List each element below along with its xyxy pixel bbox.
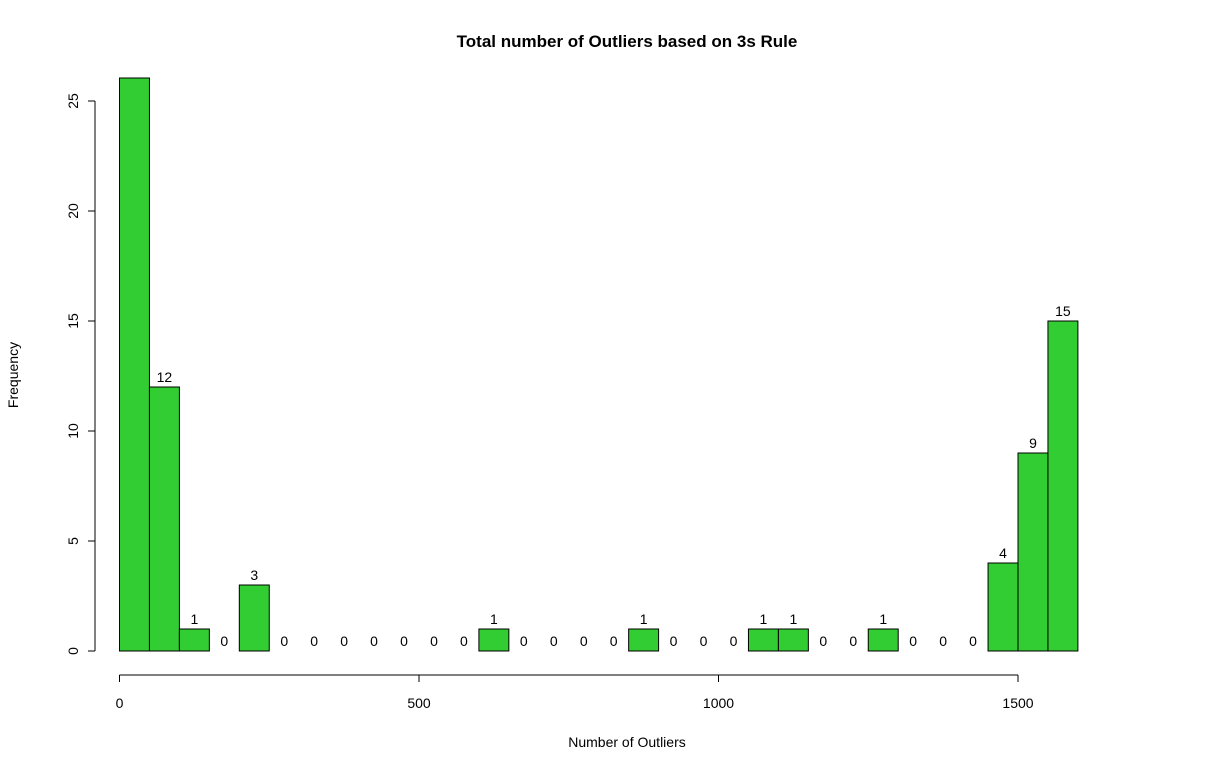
x-tick-label-0: 0 [116, 695, 124, 711]
bar-31 [1047, 320, 1079, 652]
bar-label-16: 0 [610, 633, 618, 649]
x-tick-label-1: 500 [407, 695, 431, 711]
bar-label-13: 0 [520, 633, 528, 649]
bar-29 [987, 562, 1019, 652]
bar-label-17: 1 [640, 611, 648, 627]
y-tick-label-5: 25 [65, 93, 81, 109]
bar-label-31: 15 [1055, 303, 1071, 319]
x-tick-label-3: 1500 [1002, 695, 1033, 711]
bar-label-27: 0 [939, 633, 947, 649]
y-tick-label-4: 20 [65, 203, 81, 219]
x-axis: 0 500 1000 1500 [116, 674, 1034, 711]
bar-label-20: 0 [730, 633, 738, 649]
bar-label-2: 1 [190, 611, 198, 627]
bar-label-4: 3 [250, 567, 258, 583]
bar-2 [178, 628, 210, 652]
bar-label-3: 0 [220, 633, 228, 649]
bar-12 [478, 628, 510, 652]
bar-label-7: 0 [340, 633, 348, 649]
bar-label-29: 4 [999, 545, 1007, 561]
bar-label-25: 1 [879, 611, 887, 627]
bar-label-22: 1 [789, 611, 797, 627]
bars-group [119, 77, 1079, 652]
bar-label-30: 9 [1029, 435, 1037, 451]
bar-25 [867, 628, 899, 652]
bar-30 [1017, 452, 1049, 652]
bar-label-11: 0 [460, 633, 468, 649]
y-tick-label-1: 5 [65, 537, 81, 545]
bar-4 [238, 584, 270, 652]
x-tick-label-2: 1000 [703, 695, 734, 711]
x-axis-label: Number of Outliers [568, 734, 685, 750]
bar-labels-group: 12 1 0 3 0 0 0 0 0 0 0 1 0 0 0 0 1 0 0 0 1 1 0 0 1 0 0 0 4 9 15 [157, 303, 1071, 649]
y-tick-label-0: 0 [65, 647, 81, 655]
bar-label-26: 0 [909, 633, 917, 649]
y-tick-label-2: 10 [65, 423, 81, 439]
bar-label-5: 0 [280, 633, 288, 649]
bar-label-8: 0 [370, 633, 378, 649]
bar-label-9: 0 [400, 633, 408, 649]
bar-label-21: 1 [760, 611, 768, 627]
bar-0 [119, 77, 150, 652]
bar-label-1: 12 [157, 369, 173, 385]
bar-label-10: 0 [430, 633, 438, 649]
bar-17 [628, 628, 660, 652]
y-axis: 0 5 10 15 20 25 [65, 93, 96, 655]
bar-label-24: 0 [849, 633, 857, 649]
y-tick-label-3: 15 [65, 313, 81, 329]
bar-label-14: 0 [550, 633, 558, 649]
bar-label-12: 1 [490, 611, 498, 627]
bar-22 [777, 628, 809, 652]
y-axis-label: Frequency [5, 342, 21, 408]
bar-21 [747, 628, 779, 652]
bar-1 [148, 386, 180, 652]
chart-title: Total number of Outliers based on 3s Rul… [457, 32, 798, 51]
bar-label-19: 0 [700, 633, 708, 649]
bar-label-18: 0 [670, 633, 678, 649]
bar-label-6: 0 [310, 633, 318, 649]
bar-label-28: 0 [969, 633, 977, 649]
bar-label-23: 0 [819, 633, 827, 649]
bar-label-15: 0 [580, 633, 588, 649]
